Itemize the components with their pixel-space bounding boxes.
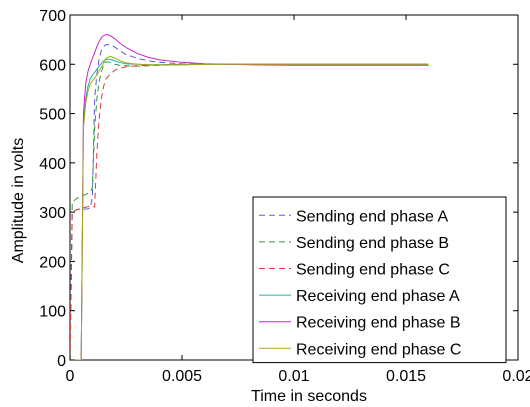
legend-label-4: Receiving end phase A — [296, 288, 460, 305]
series-line-6 — [70, 55, 429, 360]
legend: Sending end phase A Sending end phase B Se… — [252, 196, 507, 364]
y-tick-label: 600 — [39, 57, 66, 74]
x-tick-label: 0.02 — [502, 368, 530, 385]
x-axis-ticks: 0 0.005 0.01 0.015 0.02 — [66, 15, 530, 385]
x-axis-label: Time in seconds — [251, 388, 367, 405]
x-tick-label: 0 — [66, 368, 75, 385]
y-tick-label: 0 — [57, 353, 66, 370]
y-tick-label: 500 — [39, 107, 66, 124]
legend-label-1: Sending end phase A — [296, 208, 448, 225]
x-tick-label: 0.01 — [278, 368, 309, 385]
y-tick-label: 700 — [39, 8, 66, 25]
y-tick-label: 200 — [39, 254, 66, 271]
series-lines — [70, 34, 429, 360]
y-axis-label: Amplitude in volts — [10, 138, 27, 263]
y-axis-ticks: 0 100 200 300 400 500 600 700 — [39, 8, 518, 370]
y-tick-label: 400 — [39, 156, 66, 173]
x-tick-label: 0.005 — [162, 368, 202, 385]
legend-label-5: Receiving end phase B — [296, 315, 461, 332]
legend-label-2: Sending end phase B — [296, 235, 449, 252]
x-tick-label: 0.015 — [386, 368, 426, 385]
legend-label-3: Sending end phase C — [296, 262, 450, 279]
y-tick-label: 100 — [39, 304, 66, 321]
legend-label-6: Receiving end phase C — [296, 341, 461, 358]
legend-box — [252, 196, 507, 364]
y-tick-label: 300 — [39, 205, 66, 222]
